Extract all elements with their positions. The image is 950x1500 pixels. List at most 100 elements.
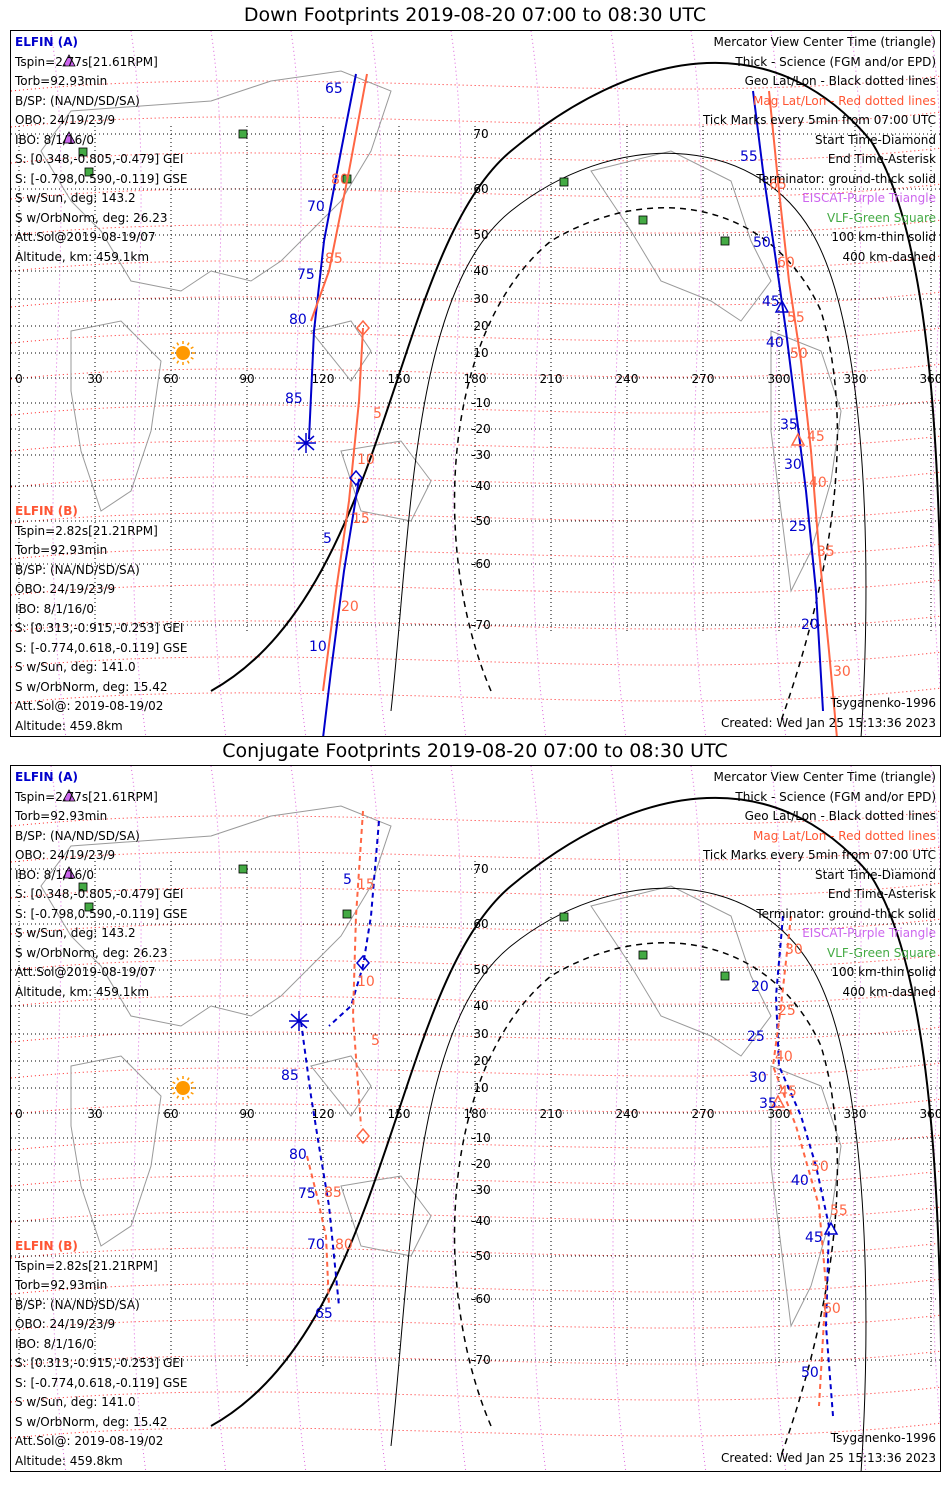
sun-ray [186, 342, 190, 346]
sun-ray [186, 1077, 190, 1081]
mag-lat-line [11, 255, 940, 272]
vlf-station-marker [720, 971, 730, 981]
track-time-label: 30 [784, 457, 802, 473]
elfin-a-track-west [308, 73, 357, 440]
elfin-b-track-west [351, 810, 364, 1127]
mag-lat-line [11, 435, 940, 452]
lat-tick-label: 20 [473, 319, 488, 333]
mag-lat-line [11, 1206, 940, 1223]
lat-tick-label: 30 [473, 292, 488, 306]
mag-lon-line [50, 31, 67, 736]
legend-item: EISCAT-Purple Triangle [802, 926, 936, 940]
elfin-a-block-conj: ELFIN (A) Tspin=2.77s[21.61RPM] Torb=92.… [15, 768, 188, 1002]
eiscat-marker [62, 131, 76, 144]
track-time-label: 70 [307, 199, 325, 215]
track-time-label: 40 [809, 475, 827, 491]
mag-lat-line [11, 1026, 940, 1043]
track-time-label: 80 [289, 312, 307, 328]
elfin-b-line: OBO: 24/19/23/9 [15, 582, 116, 596]
mag-lon-line [930, 31, 940, 691]
coastline [70, 320, 162, 512]
track-time-label: 75 [298, 1186, 316, 1202]
terminator-400km [453, 207, 839, 722]
sun-ray [172, 1091, 176, 1095]
coastline [340, 440, 432, 522]
track-time-label: 20 [751, 979, 769, 995]
elfin-b-label: ELFIN (B) [15, 1239, 78, 1253]
terminator-100km [390, 152, 867, 736]
lon-tick-label: 300 [768, 1107, 791, 1121]
track-time-label: 35 [759, 1096, 777, 1112]
created-label: Created: Wed Jan 25 15:13:36 2023 [721, 1450, 936, 1465]
legend-item: Tick Marks every 5min from 07:00 UTC [702, 113, 936, 127]
mag-lat-line [11, 1386, 940, 1403]
lat-tick-label: 50 [473, 963, 488, 977]
track-time-label: 20 [341, 599, 359, 615]
mag-lon-line [530, 31, 547, 736]
lon-tick-label: 0 [15, 372, 23, 386]
elfin-a-track-west [328, 820, 380, 1027]
model-label: Tsyganenko-1996 [830, 696, 936, 710]
sun-ray [172, 1081, 176, 1085]
lat-tick-label: 70 [473, 862, 488, 876]
mag-lat-line [11, 219, 940, 236]
track-time-label: 25 [778, 1003, 796, 1019]
map-canvas-down: 0 30 60 90 120 150 180 210 240 270 300 330 360 70 60 50… [11, 31, 940, 736]
elfin-a-track-east [774, 915, 834, 1417]
track-time-label: 5 [343, 872, 352, 888]
mag-lat-line [11, 1278, 940, 1295]
lon-tick-label: 360 [920, 1107, 941, 1121]
sun-ray [186, 1095, 190, 1099]
lat-tick-label: -10 [471, 396, 491, 410]
end-asterisk-a [296, 433, 316, 453]
sun-ray [186, 360, 190, 364]
mag-lat-line [11, 75, 940, 92]
center-triangle-b [790, 432, 806, 446]
elfin-b-track-south [322, 327, 364, 692]
elfin-b-line: S w/Sun, deg: 141.0 [15, 1395, 136, 1409]
legend-item: Mercator View Center Time (triangle) [713, 35, 936, 49]
lon-tick-label: 180 [464, 372, 487, 386]
mag-lat-line [11, 1098, 940, 1115]
mag-lat-line [11, 471, 940, 488]
coastline [310, 1055, 372, 1117]
track-time-label: 30 [833, 664, 851, 680]
mag-lat-line [11, 111, 940, 128]
eiscat-marker [62, 54, 76, 67]
mag-lat-line [11, 1314, 940, 1331]
track-time-label: 15 [352, 511, 370, 527]
start-diamond-a [349, 469, 363, 487]
legend-item: Thick - Science (FGM and/or EPD) [735, 789, 936, 804]
terminator-100km [390, 887, 867, 1471]
track-time-label: 45 [762, 294, 780, 310]
mag-lon-line [930, 766, 940, 1426]
sun-ray [176, 360, 180, 364]
elfin-b-track-east [771, 915, 828, 1407]
mag-lon-line [130, 31, 147, 736]
elfin-b-line: S: [-0.774,0.618,-0.119] GSE [15, 640, 188, 655]
mag-lat-line [11, 810, 940, 827]
lat-tick-label: 40 [473, 264, 488, 278]
track-time-label: 50 [753, 235, 771, 251]
track-time-label: 85 [325, 251, 343, 267]
mag-lon-line [850, 766, 867, 1471]
mag-lat-line [11, 954, 940, 971]
mag-lat-line [11, 147, 940, 164]
lat-tick-label: 10 [473, 1081, 488, 1095]
elfin-a-track-east [752, 90, 824, 712]
lon-tick-label: 30 [87, 372, 102, 386]
mag-lat-line [11, 363, 940, 380]
elfin-b-line: Att.Sol@: 2019-08-19/02 [15, 1434, 164, 1448]
track-time-label: 25 [789, 519, 807, 535]
track-time-label: 30 [785, 942, 803, 958]
track-time-label: 55 [787, 310, 805, 326]
lon-tick-label: 240 [616, 372, 639, 386]
track-time-label: 55 [830, 1203, 848, 1219]
legend-item: End Time-Asterisk [827, 152, 936, 166]
map-panel-conj: 0 30 60 90 120 150 180 210 240 270 300 330 360 70 60 50… [10, 765, 941, 1472]
track-time-label: 50 [811, 1159, 829, 1175]
sun-icon [176, 346, 190, 360]
track-time-label: 50 [790, 346, 808, 362]
track-time-label: 30 [749, 1070, 767, 1086]
mag-lat-line [11, 1062, 940, 1079]
